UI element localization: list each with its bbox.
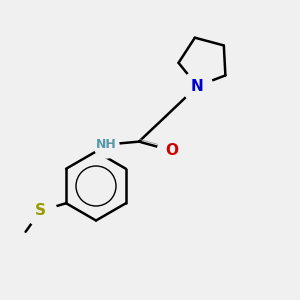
Text: N: N	[191, 79, 204, 94]
Text: S: S	[35, 203, 46, 218]
Text: O: O	[165, 143, 178, 158]
Text: NH: NH	[95, 138, 116, 151]
